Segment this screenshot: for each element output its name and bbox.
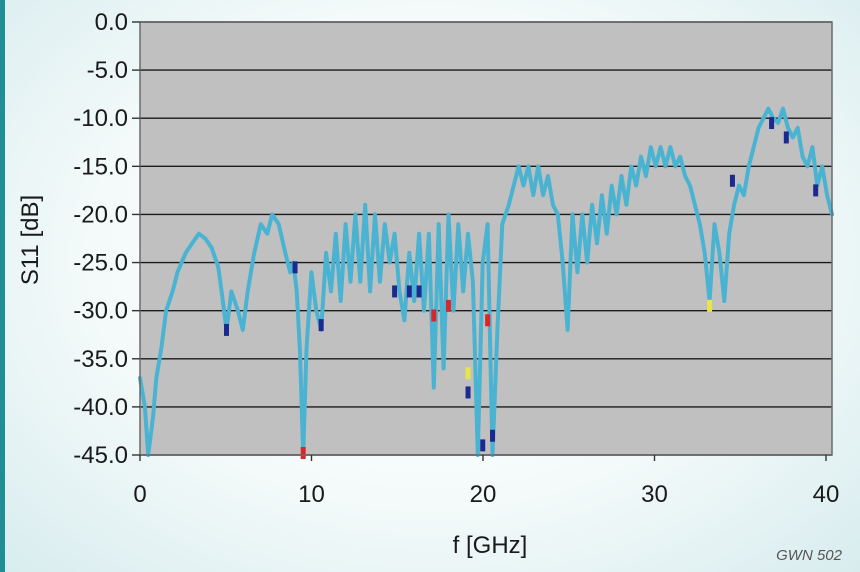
y-tick-label: -15.0 — [73, 153, 128, 180]
y-tick-label: -35.0 — [73, 346, 128, 373]
dip-marker — [431, 309, 437, 322]
series-line-s11 — [138, 106, 834, 457]
y-tick-label: -20.0 — [73, 201, 128, 228]
dip-marker — [465, 367, 471, 380]
dip-marker — [729, 174, 735, 187]
figure-id-watermark: GWN 502 — [776, 547, 842, 564]
dip-marker — [485, 314, 491, 327]
x-tick-label: 0 — [133, 481, 146, 508]
y-tick-labels: 0.0 -5.0 -10.0 -15.0 -20.0 -25.0 -30.0 -35.0 -40… — [73, 9, 140, 469]
y-tick-label: -25.0 — [73, 250, 128, 277]
y-tick-label: 0.0 — [95, 9, 128, 36]
dip-marker — [300, 447, 306, 459]
x-tick-labels: 0 10 20 30 40 — [133, 455, 839, 508]
dip-markers — [224, 117, 819, 459]
plot-border — [139, 21, 833, 456]
x-axis-title: f [GHz] — [453, 532, 528, 559]
x-tick-label: 20 — [470, 481, 497, 508]
dip-marker — [480, 439, 486, 452]
dip-marker — [707, 299, 713, 312]
y-axis-title: S11 [dB] — [17, 195, 44, 285]
dip-marker — [490, 429, 496, 442]
dip-marker — [465, 386, 471, 399]
y-tick-label: -45.0 — [73, 442, 128, 469]
y-tick-label: -5.0 — [87, 57, 128, 84]
dip-marker — [318, 319, 324, 332]
dip-marker — [416, 285, 422, 298]
dip-marker — [406, 285, 412, 298]
dip-marker — [445, 299, 451, 312]
dip-marker — [783, 131, 789, 144]
y-tick-label: -40.0 — [73, 394, 128, 421]
x-tick-label: 10 — [298, 481, 325, 508]
dip-marker — [292, 261, 298, 274]
series-layer — [138, 106, 834, 457]
dip-marker — [813, 184, 819, 197]
dip-marker — [224, 323, 229, 336]
y-tick-label: -30.0 — [73, 298, 128, 325]
x-tick-label: 30 — [641, 481, 668, 508]
dip-marker — [769, 117, 775, 130]
slide-accent-bar — [0, 0, 5, 572]
dip-marker — [392, 285, 398, 298]
y-tick-label: -10.0 — [73, 105, 128, 132]
x-tick-label: 40 — [813, 481, 840, 508]
